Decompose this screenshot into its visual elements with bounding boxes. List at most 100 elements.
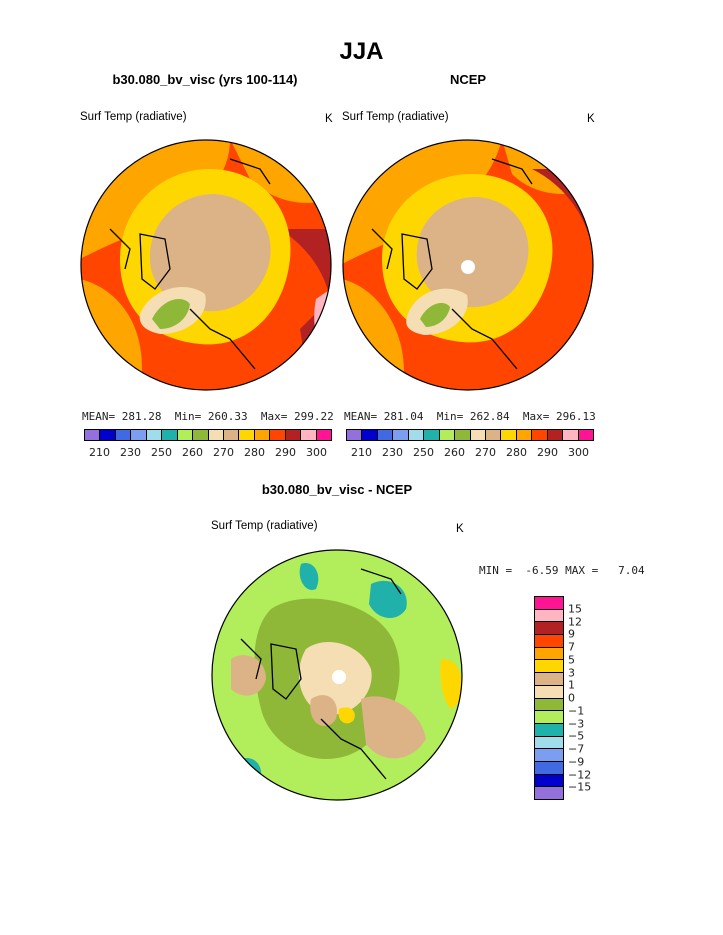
panel3-min-value: -6.59 xyxy=(525,564,559,577)
panel2-colorbar-box xyxy=(485,430,502,440)
panel1-title: b30.080_bv_visc (yrs 100-114) xyxy=(112,72,298,87)
panel3-map-border xyxy=(211,549,463,801)
panel2-zone-300 xyxy=(579,319,593,374)
panel2-max-value: 296.13 xyxy=(556,410,596,423)
panel1-polar-map xyxy=(80,139,332,391)
panel3-colorbar-box xyxy=(535,711,563,724)
panel1-max-label: Max= xyxy=(260,410,288,423)
panel1-min-label: Min= xyxy=(174,410,202,423)
panel3-colorbar-box xyxy=(535,685,563,699)
panel1-mean-value: 281.28 xyxy=(121,410,162,423)
panel2-colorbar-box xyxy=(377,430,394,440)
panel2-colorbar-tick: 300 xyxy=(568,446,589,459)
panel3-colorbar-box xyxy=(535,761,563,775)
panel3-colorbar-box xyxy=(535,723,563,737)
panel3-colorbar-tick: 15 xyxy=(568,602,582,616)
panel3-min-label: MIN = xyxy=(479,564,513,577)
panel1-colorbar-box xyxy=(316,430,331,440)
panel2-map-border xyxy=(342,139,594,391)
panel3-stats: MIN = -6.59 MAX = 7.04 xyxy=(479,564,645,577)
panel2-colorbar-box xyxy=(362,430,378,440)
panel3-variable-label: Surf Temp (radiative) xyxy=(211,520,318,532)
panel3-polar-map xyxy=(211,549,463,801)
panel1-colorbar-tick: 210 xyxy=(89,446,110,459)
panel1-colorbar-box xyxy=(100,430,116,440)
panel3-units: K xyxy=(456,523,464,535)
panel2-colorbar-box xyxy=(408,430,425,440)
panel3-colorbar-tick: −5 xyxy=(568,729,585,743)
panel3-pole-mask xyxy=(332,670,346,684)
panel2-colorbar xyxy=(346,429,594,441)
panel2-zone-greenland-core xyxy=(420,303,450,327)
panel1-colorbar-box xyxy=(208,430,224,440)
panel2-polar-map xyxy=(342,139,594,391)
panel1-colorbar-ticks: 210 230 250 260 270 280 290 300 xyxy=(84,446,332,460)
panel2-colorbar-box xyxy=(470,430,486,440)
panel1-colorbar-tick: 270 xyxy=(213,446,234,459)
panel1-coastlines xyxy=(109,158,271,370)
panel2-colorbar-box xyxy=(455,430,471,440)
panel1-map-border xyxy=(80,139,332,391)
panel2-pole-mask xyxy=(461,260,475,274)
panel1-variable-label: Surf Temp (radiative) xyxy=(80,111,187,123)
panel3-colorbar-box xyxy=(535,597,563,610)
panel2-colorbar-tick: 230 xyxy=(382,446,403,459)
panel3-colorbar-box xyxy=(535,749,563,762)
panel1-colorbar-box xyxy=(285,430,302,440)
panel1-min-value: 260.33 xyxy=(207,410,248,423)
panel1-mean-label: MEAN= xyxy=(82,410,116,423)
panel3-zone-4 xyxy=(440,659,462,709)
panel3-coastlines xyxy=(240,568,402,780)
panel3-zone-1c xyxy=(310,695,337,727)
panel3-colorbar-box xyxy=(535,787,563,799)
panel2-colorbar-box xyxy=(563,430,579,440)
panel1-colorbar-tick: 300 xyxy=(306,446,327,459)
panel3-max-value: 7.04 xyxy=(618,564,645,577)
panel3-colorbar-box xyxy=(535,622,563,636)
panel2-units: K xyxy=(587,113,595,125)
panel3-colorbar-box xyxy=(535,698,563,712)
panel1-colorbar-box xyxy=(177,430,194,440)
panel1-stats: MEAN= 281.28 Min= 260.33 Max= 299.22 xyxy=(82,410,334,423)
panel1-colorbar-box xyxy=(131,430,147,440)
panel1-zone-greenland-core xyxy=(152,299,190,329)
panel2-colorbar-box xyxy=(424,430,440,440)
panel2-colorbar-box xyxy=(393,430,409,440)
panel2-colorbar-ticks: 210 230 250 260 270 280 290 300 xyxy=(346,446,594,460)
panel2-colorbar-tick: 210 xyxy=(351,446,372,459)
panel1-colorbar-box xyxy=(85,430,101,440)
panel2-colorbar-tick: 290 xyxy=(537,446,558,459)
panel3-colorbar-tick: 12 xyxy=(568,615,582,628)
panel3-max-label: MAX = xyxy=(565,564,599,577)
panel2-coastlines xyxy=(371,158,533,370)
panel2-colorbar-box xyxy=(501,430,517,440)
panel2-mean-label: MEAN= xyxy=(344,410,378,423)
panel3-colorbar-tick: 5 xyxy=(568,653,575,667)
panel3-colorbar-box xyxy=(535,673,563,686)
panel2-min-label: Min= xyxy=(436,410,464,423)
panel3-colorbar-tick: −15 xyxy=(568,780,592,794)
panel1-colorbar-box xyxy=(146,430,163,440)
panel1-zone-265 xyxy=(149,194,271,312)
panel2-colorbar-box xyxy=(547,430,564,440)
panel2-zone-265 xyxy=(416,197,529,308)
panel1-colorbar-tick: 260 xyxy=(182,446,203,459)
panel2-colorbar-tick: 260 xyxy=(444,446,465,459)
panel1-colorbar-box xyxy=(301,430,317,440)
panel2-colorbar-tick: 280 xyxy=(506,446,527,459)
panel2-colorbar-box xyxy=(516,430,533,440)
panel3-colorbar-box xyxy=(535,609,563,623)
panel3-colorbar-tick: −9 xyxy=(568,755,585,769)
panel1-colorbar-box xyxy=(270,430,286,440)
panel3-colorbar-tick: −7 xyxy=(568,742,585,756)
panel1-max-value: 299.22 xyxy=(294,410,334,423)
panel1-colorbar-box xyxy=(239,430,255,440)
panel1-colorbar-tick: 280 xyxy=(244,446,265,459)
panel3-colorbar-ticks: 15 12 9 7 5 3 1 0 −1 −3 −5 −7 −9 −12 −15 xyxy=(568,596,608,800)
panel1-colorbar-box xyxy=(223,430,240,440)
panel3-zone-minus4a xyxy=(369,580,407,619)
panel3-zone-4b xyxy=(338,707,355,724)
panel1-units: K xyxy=(325,113,333,125)
panel3-colorbar-tick: 7 xyxy=(568,640,575,654)
panel1-zone-290 xyxy=(280,229,331,319)
